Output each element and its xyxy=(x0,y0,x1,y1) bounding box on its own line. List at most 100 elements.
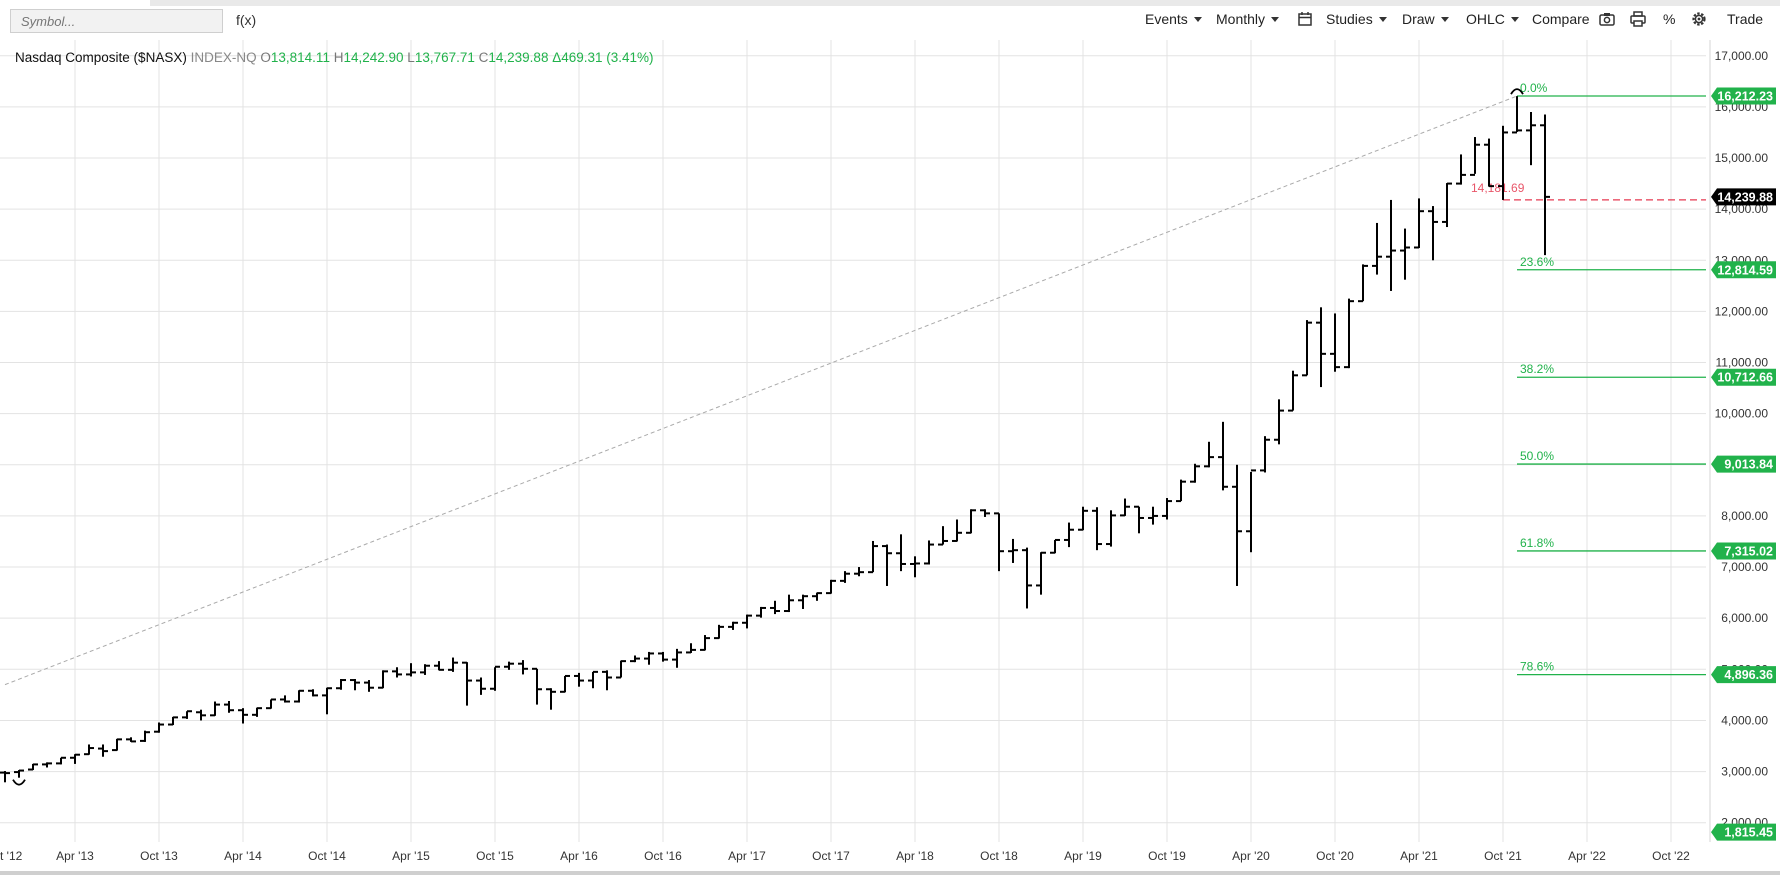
function-button[interactable]: f(x) xyxy=(236,12,257,28)
ohlc-bar xyxy=(448,657,458,672)
close-label: C xyxy=(478,50,489,65)
chevron-down-icon xyxy=(1440,17,1449,22)
ohlc-bar xyxy=(42,762,52,768)
ohlc-bar xyxy=(826,579,836,595)
ohlc-bar xyxy=(700,635,710,651)
chevron-down-icon xyxy=(1510,17,1519,22)
camera-icon[interactable] xyxy=(1597,9,1617,29)
ohlc-bar xyxy=(952,519,962,542)
x-tick-label: Apr '22 xyxy=(1568,849,1606,863)
fib-price-tag: 9,013.84 xyxy=(1724,458,1773,472)
y-tick-label: 3,000.00 xyxy=(1721,765,1768,779)
ohlc-bar xyxy=(350,679,360,691)
x-tick-label: Apr '19 xyxy=(1064,849,1102,863)
print-icon[interactable] xyxy=(1628,9,1648,29)
bottom-scrollbar[interactable] xyxy=(0,871,1780,875)
x-tick-label: Oct '15 xyxy=(476,849,514,863)
ohlc-bar xyxy=(1414,198,1424,249)
trendline-segment xyxy=(4,95,1518,686)
swing-high-marker xyxy=(1510,88,1524,95)
y-tick-label: 10,000.00 xyxy=(1715,407,1769,421)
ohlc-bar xyxy=(938,526,948,546)
ohlc-bar xyxy=(1036,551,1046,595)
ohlc-bar xyxy=(1218,421,1228,491)
ohlc-bar xyxy=(280,695,290,703)
ohlc-bar xyxy=(560,674,570,693)
low-value: 13,767.71 xyxy=(414,50,475,65)
ohlc-bar xyxy=(616,660,626,679)
draw-dropdown[interactable]: Draw xyxy=(1402,11,1449,27)
ohlc-bar xyxy=(1344,298,1354,369)
ohlc-bar xyxy=(1316,307,1326,388)
symbol-input[interactable] xyxy=(10,9,223,33)
fib-price-tag: 10,712.66 xyxy=(1717,371,1773,385)
low-label: L xyxy=(407,50,415,65)
ohlc-bar xyxy=(1092,507,1102,551)
ohlc-bar xyxy=(882,544,892,586)
ohlc-bar xyxy=(770,600,780,615)
y-tick-label: 7,000.00 xyxy=(1721,560,1768,574)
fib-price-tag-bg xyxy=(1711,368,1776,386)
ohlc-chart[interactable]: 0.0% 23.6% 38.2% 50.0% 61.8% 78.6% 14,181.69 1… xyxy=(0,36,1780,875)
x-tick-label: Oct '14 xyxy=(308,849,346,863)
ohlc-bar xyxy=(0,771,10,783)
close-value: 14,239.88 xyxy=(488,50,549,65)
period-dropdown[interactable]: Monthly xyxy=(1216,11,1280,27)
x-tick-label: Oct '17 xyxy=(812,849,850,863)
exchange-label: INDEX-NQ xyxy=(190,50,257,65)
top-tab-strip xyxy=(0,0,1780,6)
ohlc-bar xyxy=(896,534,906,572)
ohlc-bar xyxy=(602,670,612,691)
ohlc-bar xyxy=(966,509,976,534)
ohlc-bar xyxy=(70,753,80,764)
percent-toggle[interactable]: % xyxy=(1663,11,1676,27)
fib-price-tag-bg xyxy=(1711,87,1776,105)
ohlc-bar xyxy=(1064,522,1074,548)
studies-dropdown[interactable]: Studies xyxy=(1326,11,1387,27)
x-tick-label: Apr '14 xyxy=(224,849,262,863)
ohlc-bar xyxy=(686,643,696,654)
ohlc-bar xyxy=(196,709,206,721)
ohlc-bar xyxy=(364,680,374,692)
ohlc-bar xyxy=(56,756,66,765)
ohlc-bar xyxy=(140,730,150,742)
chart-type-dropdown[interactable]: OHLC xyxy=(1466,11,1519,27)
ohlc-bar xyxy=(1106,510,1116,547)
ohlc-bar xyxy=(644,651,654,665)
events-dropdown[interactable]: Events xyxy=(1145,11,1202,27)
ohlc-bar xyxy=(1330,313,1340,372)
ohlc-bar xyxy=(868,540,878,574)
ohlc-bar xyxy=(1484,138,1494,188)
ohlc-bar xyxy=(1456,154,1466,185)
last-price-tag: 14,239.88 xyxy=(1717,190,1773,204)
fib-ratio-label: 23.6% xyxy=(1520,255,1554,269)
high-label: H xyxy=(333,50,344,65)
ohlc-bar xyxy=(1372,222,1382,275)
ohlc-bar xyxy=(1204,441,1214,468)
ohlc-bar xyxy=(784,594,794,613)
draw-label: Draw xyxy=(1402,11,1435,27)
ohlc-bar xyxy=(1022,547,1032,609)
ohlc-bar xyxy=(224,701,234,713)
x-tick-label: Apr '13 xyxy=(56,849,94,863)
trade-button[interactable]: Trade xyxy=(1727,11,1764,27)
chart-grid xyxy=(0,40,1711,842)
gear-icon[interactable] xyxy=(1689,9,1709,29)
ohlc-bar xyxy=(406,663,416,677)
y-tick-label: 4,000.00 xyxy=(1721,713,1768,727)
fib-price-tag: 12,814.59 xyxy=(1717,263,1773,277)
fib-price-tag: 7,315.02 xyxy=(1724,544,1773,558)
ohlc-bar xyxy=(980,509,990,517)
calendar-icon[interactable] xyxy=(1295,9,1315,29)
ohlc-bar xyxy=(98,744,108,757)
compare-button[interactable]: Compare xyxy=(1532,11,1590,27)
x-tick-label: Apr '20 xyxy=(1232,849,1270,863)
ohlc-bar xyxy=(1050,538,1060,554)
open-label: O xyxy=(260,50,271,65)
ohlc-bar xyxy=(840,571,850,583)
ohlc-bar xyxy=(798,594,808,609)
chart-type-label: OHLC xyxy=(1466,11,1505,27)
x-tick-label: Apr '17 xyxy=(728,849,766,863)
y-tick-label: 11,000.00 xyxy=(1716,356,1769,370)
ohlc-bar xyxy=(84,744,94,756)
